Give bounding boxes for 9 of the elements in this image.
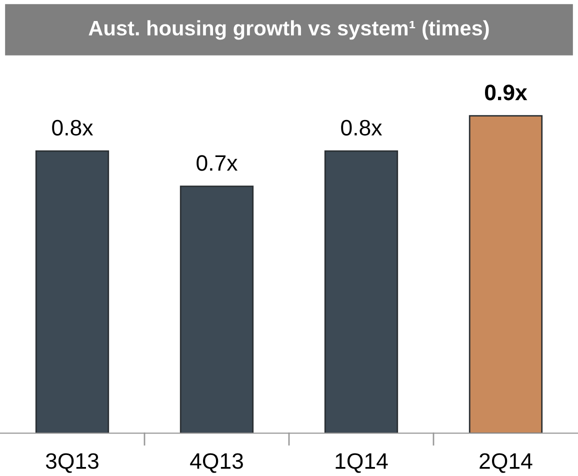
x-tick-label: 3Q13 [46, 453, 98, 473]
data-label: 0.8x [52, 120, 94, 136]
x-tick-label: 1Q14 [336, 453, 388, 473]
data-label: 0.9x [485, 84, 528, 100]
chart-title: Aust. housing growth vs system¹ (times) [88, 20, 489, 40]
data-label: 0.8x [341, 120, 382, 136]
x-tick-label: 2Q14 [480, 453, 532, 473]
x-tick-label: 4Q13 [190, 453, 243, 473]
data-label: 0.7x [196, 155, 238, 171]
